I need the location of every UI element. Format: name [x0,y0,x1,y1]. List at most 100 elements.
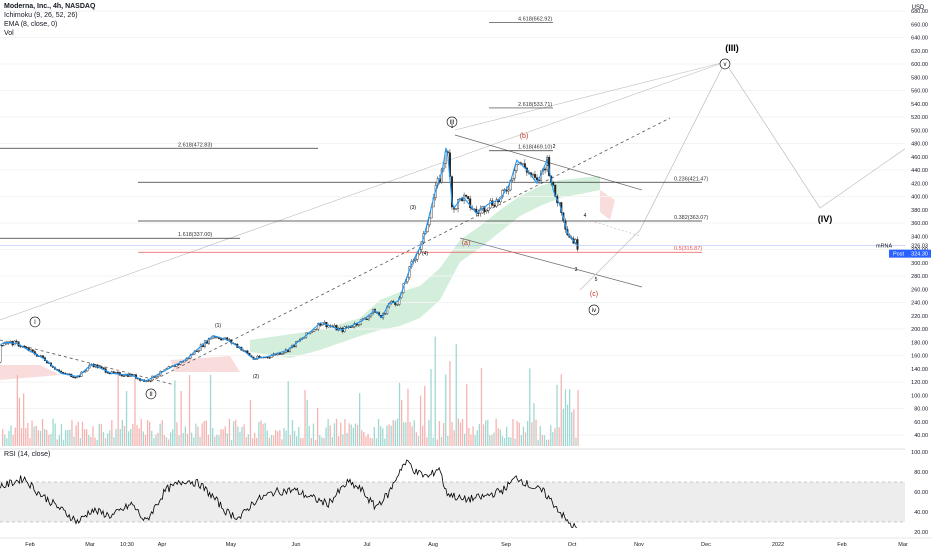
volume-bar [46,430,48,446]
volume-bar [409,422,411,446]
volume-bar [14,427,16,446]
time-label: Apr [158,542,167,548]
volume-bars [2,336,579,446]
candle-body [426,224,429,233]
rsi-tick: 60.00 [914,490,928,496]
price-tick: 80.00 [914,407,928,413]
candle-body [414,259,417,261]
volume-bar [495,418,497,446]
price-tick: 200.00 [911,327,928,333]
candle-body [315,329,318,331]
candle-body [544,168,547,171]
wave-labels: (III)v(IV)III(b)(a)(c)ivIII(1)(2)(3)(4)3… [29,43,832,400]
volume-bar [321,437,323,446]
volume-bar [136,425,138,446]
volume-bar [285,430,287,446]
volume-bar [224,426,226,446]
volume-bar [384,438,386,446]
volume-bar [214,436,216,446]
volume-bar [209,374,212,446]
volume-legend[interactable]: Vol [4,30,14,37]
candle-body [100,366,103,368]
volume-bar [468,428,470,446]
candle-body [282,352,285,354]
volume-bar [100,424,102,446]
candle-body [114,372,117,374]
volume-bar [62,439,65,446]
volume-bar [151,430,153,446]
time-label: Feb [837,542,846,548]
volume-bar [577,390,579,446]
symbol-title: Moderna, Inc., 4h, NASDAQ [4,3,96,10]
wave-marker [588,304,600,316]
volume-bar [182,432,184,446]
trend-line [149,117,671,383]
volume-bar [279,430,281,446]
candle-body [220,338,223,341]
candle-body [9,341,12,343]
candle-body [495,199,498,207]
volume-bar [6,438,8,446]
wave-label: 1 [451,124,454,130]
candle-body [102,367,105,369]
volume-bar [415,432,417,446]
volume-bar [308,426,310,446]
badge-symbol: mRNA [876,244,893,250]
price-tick: 540.00 [911,102,928,108]
ema-line [0,147,578,382]
candle-body [116,372,119,374]
ichimoku-legend[interactable]: Ichimoku (9, 26, 52, 26) [4,12,78,19]
rsi-title[interactable]: RSI (14, close) [4,451,51,458]
time-label: Dec [701,542,711,548]
trend-line [454,61,726,131]
volume-bar [247,434,249,446]
candle-body [311,331,314,333]
candle-body [367,315,370,320]
candle-body [321,324,324,326]
price-tick: 460.00 [911,155,928,161]
volume-bar [564,389,567,446]
candle-body [521,163,524,165]
candle-body [25,347,28,349]
candle-body [394,302,397,305]
volume-bar [23,393,25,446]
price-tick: 340.00 [911,234,928,240]
time-label: Mar [85,542,95,548]
last-value: 324.30 [911,252,928,258]
candle-body [108,373,111,375]
ema-legend[interactable]: EMA (8, close, 0) [4,21,58,28]
candle-body [177,363,180,366]
volume-bar [310,437,312,446]
wave-marker [719,58,731,70]
volume-bar [138,428,140,446]
volume-bar [405,422,407,446]
price-tick: 40.00 [914,433,928,439]
candle-body [313,329,316,332]
volume-bar [25,427,27,446]
volume-bar [426,437,428,446]
wave-label: (3) [410,205,416,211]
volume-bar [251,438,254,446]
volume-bar [149,421,151,446]
volume-bar [388,424,390,446]
candle-body [536,177,539,181]
volume-bar [132,424,134,446]
price-tick: 480.00 [911,142,928,148]
volume-bar [176,422,178,446]
volume-bar [4,434,6,446]
candle-body [493,205,496,207]
volume-bar [398,382,401,446]
volume-bar [180,391,182,446]
volume-bar [394,420,396,446]
candle-body [72,376,75,378]
volume-bar [480,367,483,446]
volume-bar [102,432,105,446]
volume-bar [212,428,214,446]
volume-bar [382,428,384,446]
volume-bar [354,423,357,446]
volume-bar [350,424,352,446]
candle-body [155,376,158,378]
volume-bar [20,427,23,446]
fib-label: 0.5(315.87) [674,246,702,252]
